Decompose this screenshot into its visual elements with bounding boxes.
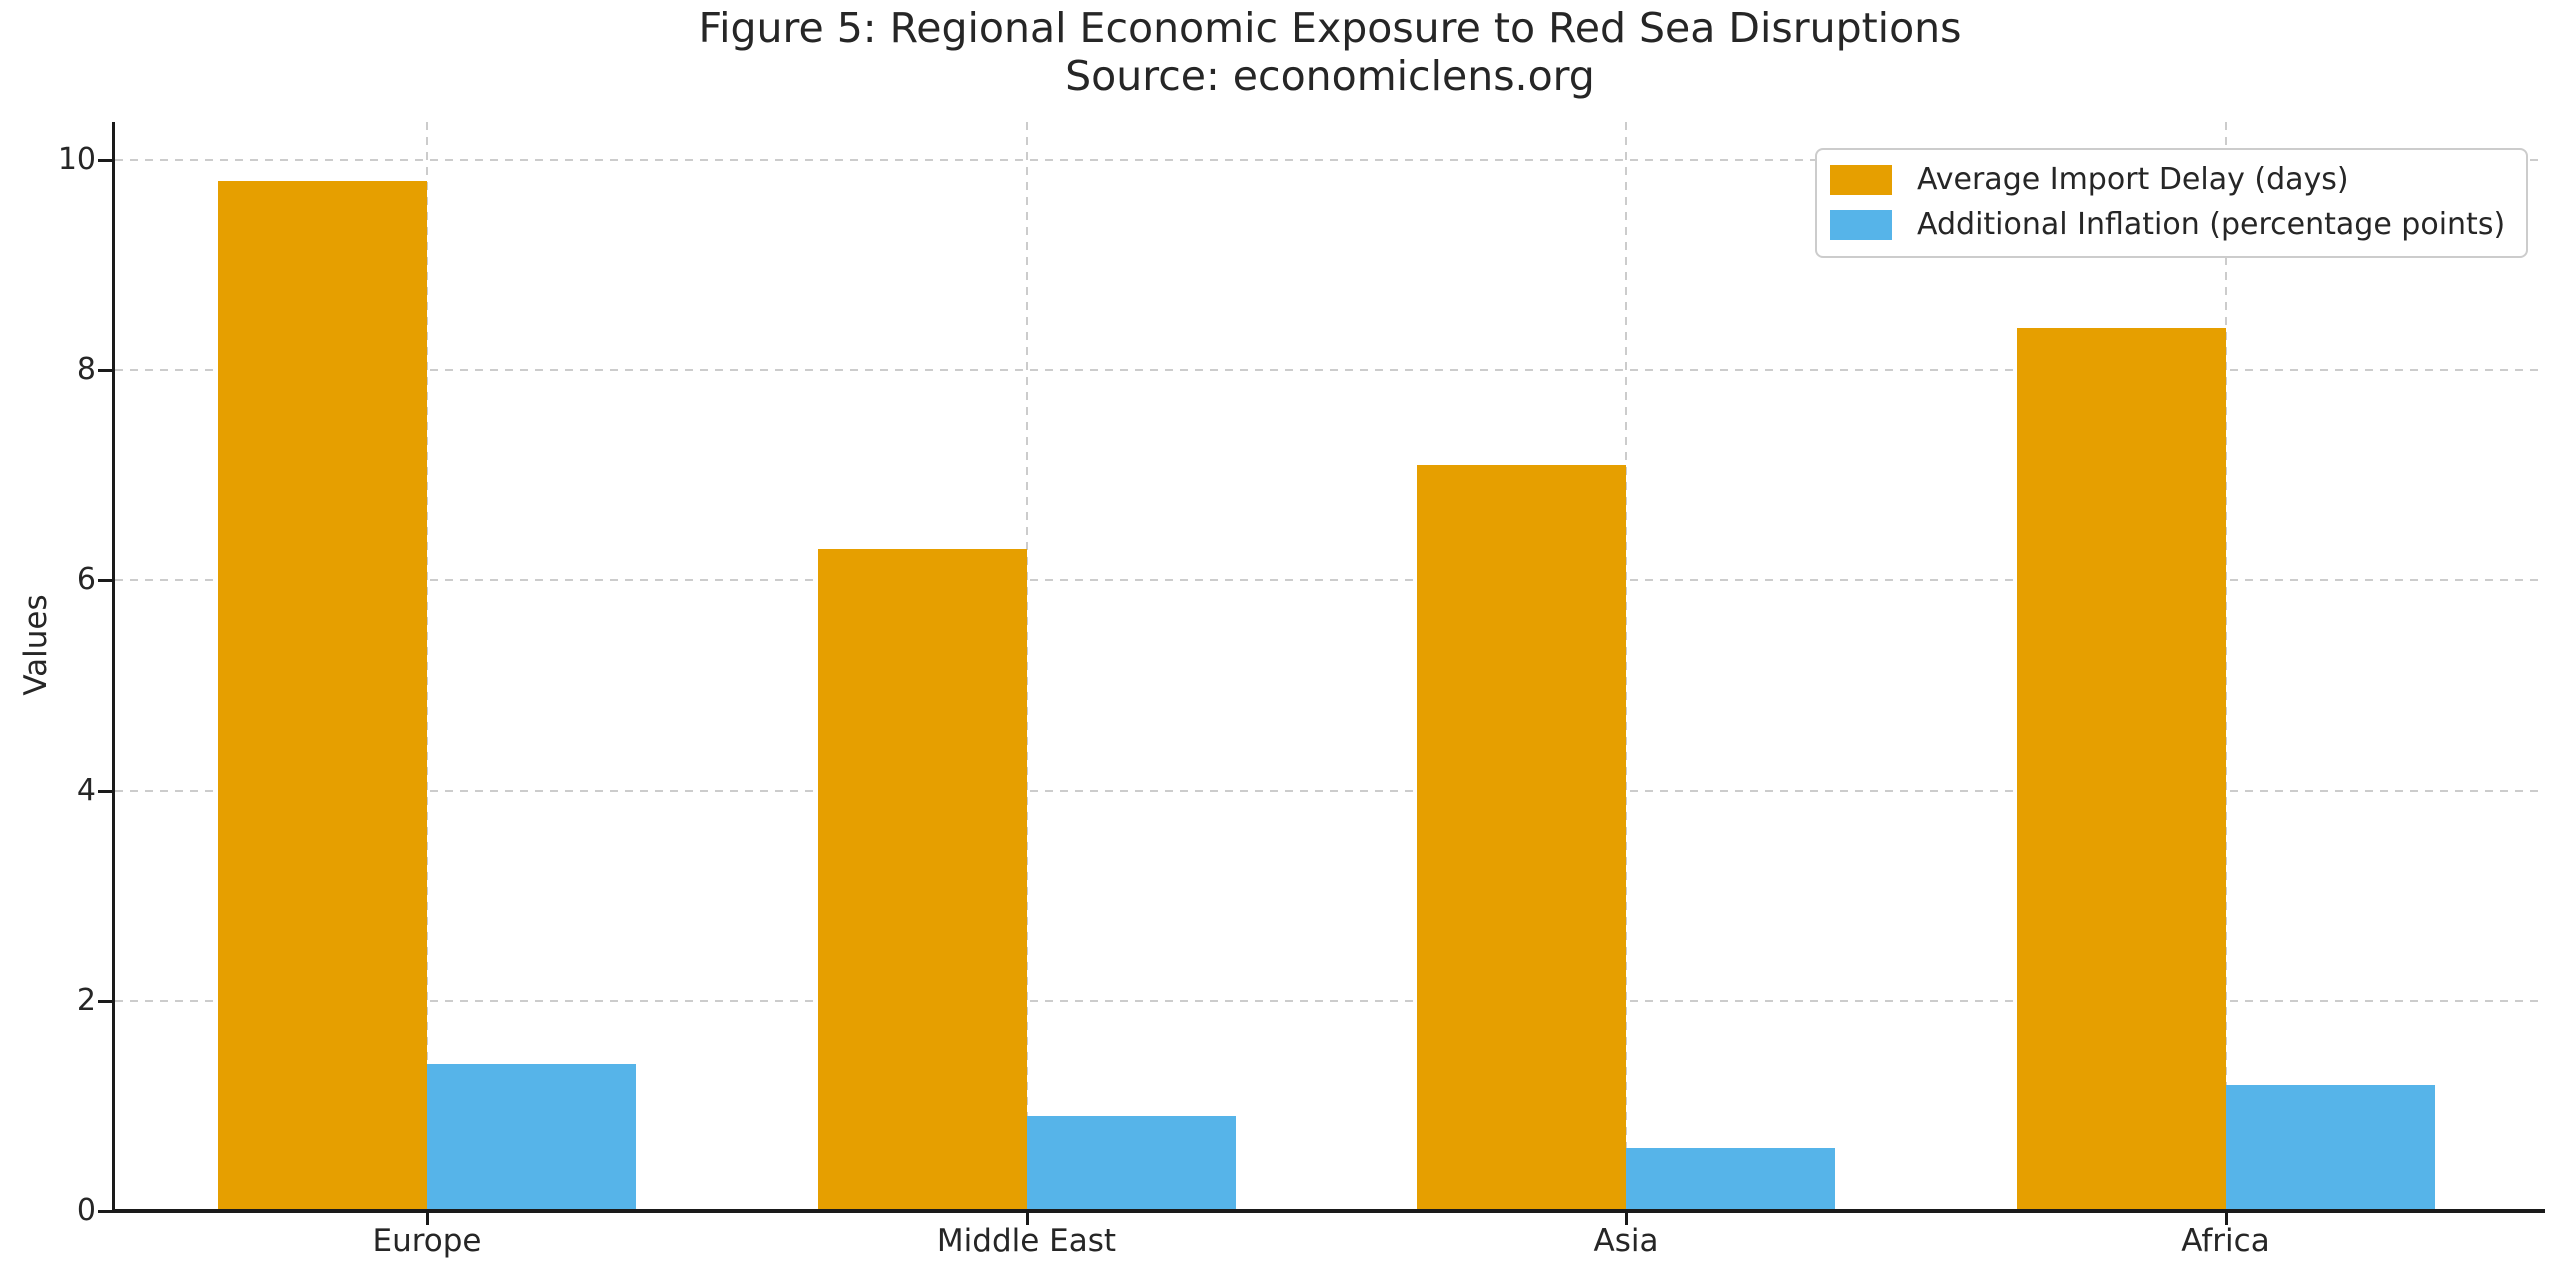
bar-additional-inflation-percentage-points-africa bbox=[2225, 1084, 2435, 1209]
gridline-horizontal-4 bbox=[115, 789, 2545, 792]
chart-subtitle: Source: economiclens.org bbox=[1065, 52, 1595, 100]
chart-title: Figure 5: Regional Economic Exposure to … bbox=[698, 4, 1962, 52]
x-axis-spine bbox=[112, 1209, 2545, 1213]
x-tick-mark-africa bbox=[2224, 1213, 2228, 1225]
bar-average-import-delay-days-europe bbox=[218, 180, 427, 1209]
x-tick-mark-europe bbox=[426, 1213, 429, 1225]
gridline-vertical-middle-east bbox=[1025, 122, 1028, 1209]
gridline-horizontal-2 bbox=[115, 999, 2545, 1002]
x-tick-label-africa: Africa bbox=[2181, 1223, 2270, 1259]
legend: Average Import Delay (days) Additional In… bbox=[1815, 148, 2528, 258]
bar-average-import-delay-days-asia bbox=[1417, 464, 1626, 1209]
x-tick-label-middle-east: Middle East bbox=[936, 1223, 1117, 1259]
y-tick-label-6: 6 bbox=[76, 562, 96, 598]
legend-item-average-import-delay-days: Average Import Delay (days) bbox=[1817, 157, 2526, 202]
y-tick-label-4: 4 bbox=[76, 772, 96, 808]
y-axis-spine bbox=[112, 122, 115, 1213]
y-tick-label-2: 2 bbox=[76, 982, 96, 1018]
x-tick-label-asia: Asia bbox=[1593, 1223, 1659, 1259]
y-tick-label-0: 0 bbox=[76, 1193, 96, 1228]
bar-additional-inflation-percentage-points-middle-east bbox=[1026, 1116, 1236, 1209]
y-tick-mark-6 bbox=[98, 579, 112, 583]
y-tick-mark-10 bbox=[98, 158, 112, 162]
x-tick-mark-middle-east bbox=[1025, 1213, 1029, 1225]
gridline-horizontal-10 bbox=[115, 158, 2545, 161]
y-tick-mark-2 bbox=[98, 999, 112, 1003]
x-tick-mark-asia bbox=[1625, 1213, 1628, 1225]
bar-additional-inflation-percentage-points-asia bbox=[1626, 1147, 1835, 1209]
chart-title-block: Figure 5: Regional Economic Exposure to … bbox=[115, 4, 2545, 100]
gridline-vertical-europe bbox=[426, 122, 428, 1209]
bar-average-import-delay-days-africa bbox=[2016, 328, 2226, 1209]
gridline-vertical-africa bbox=[2224, 122, 2227, 1209]
bar-additional-inflation-percentage-points-europe bbox=[427, 1063, 636, 1209]
legend-label-average-import-delay-days: Average Import Delay (days) bbox=[1917, 162, 2349, 197]
gridline-vertical-asia bbox=[1625, 122, 1627, 1209]
legend-label-additional-inflation-percentage-points: Additional Inflation (percentage points) bbox=[1917, 207, 2506, 242]
y-tick-mark-8 bbox=[98, 369, 112, 373]
legend-swatch-additional-inflation-percentage-points bbox=[1830, 209, 1892, 240]
y-tick-mark-4 bbox=[98, 789, 112, 793]
gridline-horizontal-6 bbox=[115, 579, 2545, 582]
y-tick-label-8: 8 bbox=[76, 352, 96, 388]
bar-average-import-delay-days-middle-east bbox=[817, 548, 1027, 1209]
legend-swatch-average-import-delay-days bbox=[1830, 164, 1892, 195]
x-tick-label-europe: Europe bbox=[372, 1223, 482, 1259]
legend-item-additional-inflation-percentage-points: Additional Inflation (percentage points) bbox=[1817, 202, 2526, 247]
gridline-horizontal-8 bbox=[115, 369, 2545, 372]
y-tick-label-10: 10 bbox=[57, 141, 96, 177]
y-tick-mark-0 bbox=[98, 1210, 112, 1213]
